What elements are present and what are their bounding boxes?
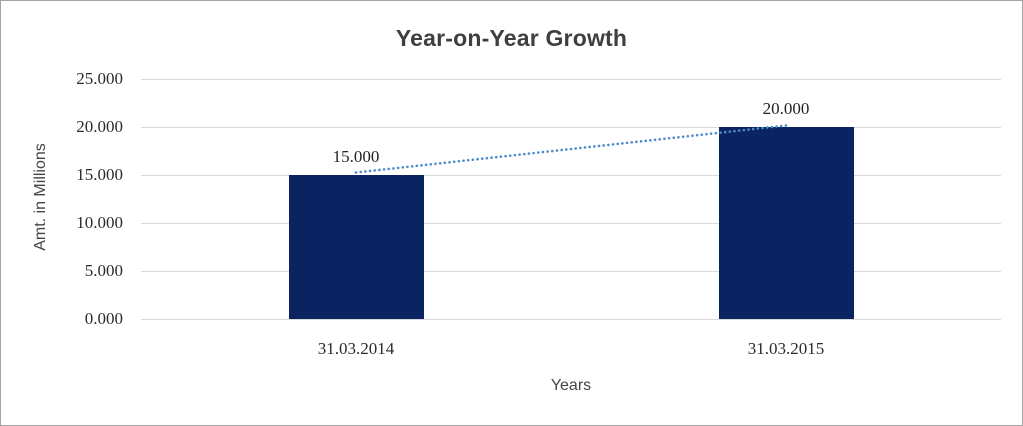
y-tick-label: 20.000 xyxy=(76,117,123,136)
data-label: 15.000 xyxy=(332,147,380,166)
gridline xyxy=(141,222,1001,224)
bar xyxy=(288,175,424,319)
gridline xyxy=(141,78,1001,80)
y-tick-label: 25.000 xyxy=(76,69,123,88)
x-category-label: 31.03.2015 xyxy=(747,339,825,358)
x-category-label: 31.03.2014 xyxy=(317,339,395,358)
y-tick-label: 0.000 xyxy=(84,309,123,328)
data-label: 20.000 xyxy=(762,99,810,118)
gridline xyxy=(141,126,1001,128)
y-tick-label: 15.000 xyxy=(76,165,123,184)
bar xyxy=(718,127,854,319)
y-tick-label: 10.000 xyxy=(76,213,123,232)
x-axis-title: Years xyxy=(550,377,592,394)
gridline xyxy=(141,270,1001,272)
gridline xyxy=(141,318,1001,320)
chart-title: Year-on-Year Growth xyxy=(395,25,628,51)
gridline xyxy=(141,174,1001,176)
y-tick-label: 5.000 xyxy=(84,261,123,280)
